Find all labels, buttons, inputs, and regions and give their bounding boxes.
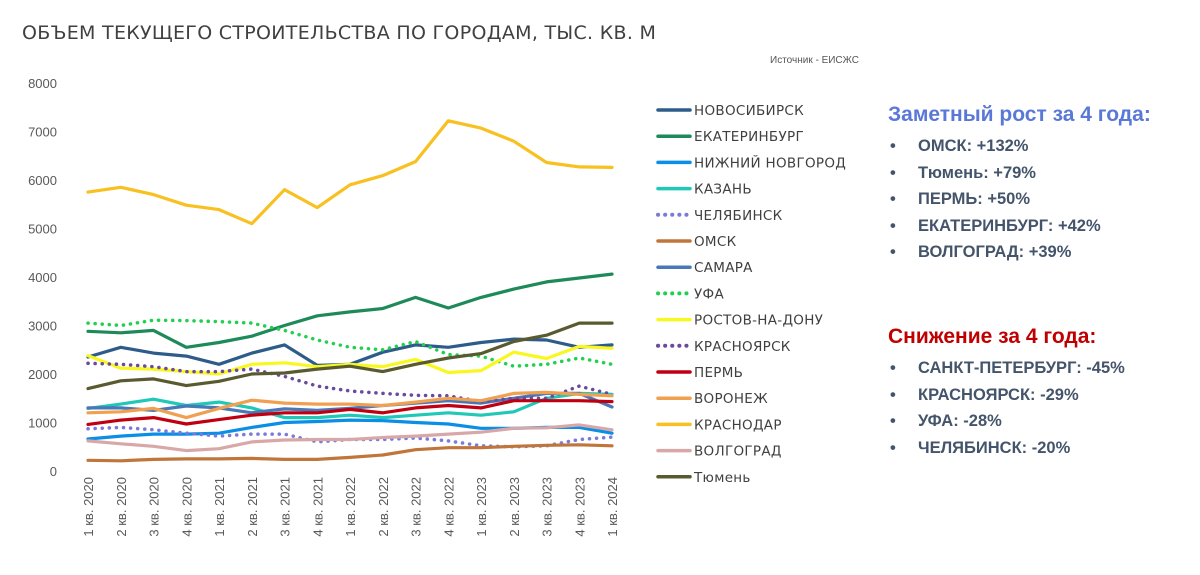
growth-item: ОМСК: +132% (888, 133, 1151, 160)
decline-panel: Снижение за 4 года: САНКТ-ПЕТЕРБУРГ: -45… (888, 325, 1125, 461)
y-tick-label: 8000 (28, 76, 57, 91)
x-axis: 1 кв. 2020 2 кв. 2020 3 кв. 2020 4 кв. 2020… (81, 477, 620, 537)
series-line-15 (86, 321, 614, 391)
series-line-14 (86, 423, 614, 453)
decline-item: САНКТ-ПЕТЕРБУРГ: -45% (888, 355, 1125, 382)
source-note: Источник - ЕИСЖС (770, 55, 859, 66)
legend-label-15: Тюмень (693, 470, 751, 486)
legend-label-12: ВОРОНЕЖ (694, 391, 768, 407)
legend-label-9: РОСТОВ-НА-ДОНУ (694, 313, 823, 329)
legend-label-4: КАЗАНЬ (694, 182, 752, 198)
growth-item: ПЕРМЬ: +50% (888, 186, 1151, 213)
series-line-11 (86, 399, 614, 426)
growth-item: Тюмень: +79% (888, 160, 1151, 187)
x-tick-label: 1 кв. 2020 (81, 477, 96, 537)
x-tick-label: 1 кв. 2024 (605, 477, 620, 537)
decline-item: УФА: -28% (888, 408, 1125, 435)
legend: НОВОСИБИРСК ЕКАТЕРИНБУРГ НИЖНИЙ НОВГОРОД КА… (656, 103, 846, 486)
y-tick-label: 6000 (28, 173, 57, 188)
x-tick-label: 2 кв. 2021 (245, 477, 260, 537)
legend-label-3: НИЖНИЙ НОВГОРОД (694, 153, 846, 171)
series-line-4 (86, 391, 614, 420)
decline-item: ЧЕЛЯБИНСК: -20% (888, 435, 1125, 462)
series-line-1 (86, 337, 614, 367)
decline-heading: Снижение за 4 года: (888, 325, 1097, 348)
y-tick-label: 5000 (28, 222, 57, 237)
series-line-9 (86, 344, 614, 376)
growth-item: ЕКАТЕРИНБУРГ: +42% (888, 213, 1151, 240)
x-tick-label: 4 кв. 2021 (310, 477, 325, 537)
series-line-5 (86, 425, 614, 449)
x-tick-label: 3 кв. 2023 (540, 477, 555, 537)
legend-label-7: САМАРА (694, 260, 753, 276)
decline-item: КРАСНОЯРСК: -29% (888, 382, 1125, 409)
x-tick-label: 2 кв. 2020 (114, 477, 129, 537)
x-tick-label: 3 кв. 2020 (147, 477, 162, 537)
y-tick-label: 4000 (28, 270, 57, 285)
x-tick-label: 4 кв. 2023 (572, 477, 587, 537)
y-tick-label: 1000 (28, 416, 57, 431)
line-chart: 0 1000 2000 3000 4000 5000 6000 7000 8000 1 кв. … (28, 76, 846, 537)
series-line-13 (86, 119, 614, 226)
growth-heading: Заметный рост за 4 года: (888, 103, 1151, 126)
y-tick-label: 7000 (28, 125, 57, 140)
legend-label-2: ЕКАТЕРИНБУРГ (694, 129, 804, 145)
series-line-6 (86, 443, 614, 463)
y-tick-label: 0 (50, 464, 57, 479)
legend-label-8: УФА (694, 286, 724, 302)
x-tick-label: 1 кв. 2023 (474, 477, 489, 537)
x-tick-label: 1 кв. 2022 (343, 477, 358, 537)
y-tick-label: 3000 (28, 319, 57, 334)
y-tick-label: 2000 (28, 367, 57, 382)
x-tick-label: 1 кв. 2021 (212, 477, 227, 537)
x-tick-label: 4 кв. 2022 (441, 477, 456, 537)
series-line-10 (86, 361, 614, 404)
legend-label-6: ОМСК (694, 234, 737, 250)
chart-title: ОБЪЕМ ТЕКУЩЕГО СТРОИТЕЛЬСТВА ПО ГОРОДАМ,… (22, 22, 657, 44)
x-tick-label: 3 кв. 2021 (278, 477, 293, 537)
x-tick-label: 2 кв. 2022 (376, 477, 391, 537)
x-tick-label: 4 кв. 2020 (179, 477, 194, 537)
series-line-12 (86, 390, 614, 420)
legend-label-5: ЧЕЛЯБИНСК (694, 208, 783, 224)
growth-item: ВОЛГОГРАД: +39% (888, 239, 1151, 266)
legend-label-14: ВОЛГОГРАД (694, 444, 782, 460)
legend-label-13: КРАСНОДАР (694, 417, 782, 433)
series-line-8 (86, 318, 614, 368)
series-line-2 (86, 272, 614, 349)
legend-label-1: НОВОСИБИРСК (694, 103, 804, 119)
growth-panel: Заметный рост за 4 года: ОМСК: +132% Тюм… (888, 103, 1151, 266)
y-axis: 0 1000 2000 3000 4000 5000 6000 7000 8000 (28, 76, 57, 479)
x-tick-label: 3 кв. 2022 (409, 477, 424, 537)
x-tick-label: 2 кв. 2023 (507, 477, 522, 537)
legend-label-10: КРАСНОЯРСК (694, 339, 791, 355)
series-lines (86, 119, 614, 463)
legend-label-11: ПЕРМЬ (694, 365, 743, 381)
